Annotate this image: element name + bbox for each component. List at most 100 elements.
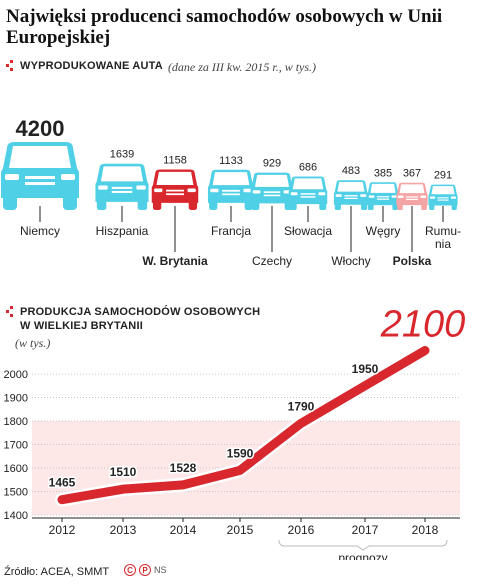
category-label-line: Polska xyxy=(393,254,432,268)
y-tick-label: 1500 xyxy=(4,487,28,499)
value-label: 385 xyxy=(374,167,392,179)
car-front-icon xyxy=(333,180,369,210)
car-front-icon xyxy=(151,169,199,210)
uk-section-heading: Produkcja samochodów osobowych w Wielkie… xyxy=(6,306,260,351)
car-grille xyxy=(437,199,449,201)
car-front-icon xyxy=(207,169,255,210)
data-label: 1510 xyxy=(110,465,137,479)
value-label: 4200 xyxy=(16,116,65,141)
car-grille xyxy=(405,198,419,200)
cars-section-note: (dane za III kw. 2015 r., w tys.) xyxy=(167,60,317,74)
car-windshield xyxy=(156,171,194,185)
category-label-line: Węgry xyxy=(366,224,401,238)
car-windshield xyxy=(370,183,396,193)
car-grille xyxy=(166,193,184,196)
dot-grid-icon xyxy=(6,60,16,72)
car-front-icon xyxy=(396,182,428,210)
y-tick-label: 2000 xyxy=(4,369,28,381)
car-headlight-right xyxy=(391,195,398,198)
value-label: 367 xyxy=(403,168,421,180)
x-tick-label: 2014 xyxy=(170,523,197,537)
data-label: 1528 xyxy=(170,461,197,475)
x-tick-label: 2016 xyxy=(288,523,315,537)
cars-section-heading: Wyprodukowane auta (dane za III kw. 2015… xyxy=(6,60,316,75)
credit: C P NS xyxy=(124,564,167,576)
car-grille xyxy=(25,182,55,185)
category-label: Włochy xyxy=(331,254,370,268)
car-headlight-left xyxy=(5,174,19,180)
x-tick-label: 2017 xyxy=(352,523,379,537)
category-label: Niemcy xyxy=(20,224,60,238)
y-tick-label: 1800 xyxy=(4,416,28,428)
x-tick-label: 2015 xyxy=(227,523,254,537)
car-headlight-right xyxy=(318,192,326,196)
car-grille xyxy=(405,196,419,198)
car-headlight-right xyxy=(420,195,427,198)
car-grille xyxy=(166,189,184,192)
data-label: 1790 xyxy=(288,399,315,413)
car-headlight-left xyxy=(429,196,436,199)
car-windshield xyxy=(100,166,144,182)
car-headlight-right xyxy=(243,188,252,193)
category-label-line: nia xyxy=(435,237,451,251)
car-grille xyxy=(344,195,358,197)
car-grille xyxy=(222,189,240,192)
car-windshield xyxy=(431,186,455,195)
category-label-line: Rumu- xyxy=(425,224,461,238)
value-label: 1133 xyxy=(219,155,243,167)
car-headlight-left xyxy=(154,188,163,193)
car-grille xyxy=(111,190,133,193)
car-front-icon xyxy=(250,172,294,210)
car-headlight-right xyxy=(360,194,367,197)
forecast-bracket xyxy=(278,539,448,551)
x-tick-label: 2018 xyxy=(412,523,439,537)
car-headlight-right xyxy=(61,174,75,180)
category-label: Słowacja xyxy=(284,224,332,238)
car-front-icon xyxy=(1,142,79,210)
category-label: Węgry xyxy=(366,224,401,238)
car-windshield xyxy=(254,174,290,187)
x-tick-label: 2013 xyxy=(110,523,137,537)
category-label: Polska xyxy=(393,254,432,268)
car-grille xyxy=(344,197,358,200)
car-windshield xyxy=(399,184,425,194)
car-grille xyxy=(222,193,240,196)
category-label-line: Czechy xyxy=(252,254,292,268)
category-label: W. Brytania xyxy=(142,254,208,268)
uk-line-chart: 1400 1500 1600 1700 1800 1900 2000 2012 2013 2014… xyxy=(4,304,466,561)
category-label: Rumu-nia xyxy=(425,224,461,251)
y-tick-label: 1400 xyxy=(4,510,28,522)
category-label-line: Niemcy xyxy=(20,224,60,238)
car-headlight-left xyxy=(252,190,261,194)
car-headlight-left xyxy=(98,185,108,190)
car-grille xyxy=(111,186,133,189)
car-headlight-left xyxy=(368,195,375,198)
data-label: 1590 xyxy=(227,446,254,460)
uk-section-title-line1: Produkcja samochodów osobowych xyxy=(20,306,261,318)
value-label: 291 xyxy=(434,170,452,182)
category-label: Czechy xyxy=(252,254,292,268)
category-label-line: Włochy xyxy=(331,254,370,268)
value-label: 1158 xyxy=(163,154,187,166)
data-label: 1950 xyxy=(352,362,379,376)
car-headlight-left xyxy=(290,192,298,196)
car-grille xyxy=(437,197,449,199)
y-tick-label: 1700 xyxy=(4,440,28,452)
data-label: 1465 xyxy=(49,476,76,490)
value-label: 483 xyxy=(342,165,360,177)
value-label: 686 xyxy=(299,161,317,173)
car-grille xyxy=(25,176,55,179)
car-front-icon xyxy=(428,184,458,210)
car-headlight-right xyxy=(136,185,146,190)
logo-p-icon: P xyxy=(139,564,151,576)
category-label-line: W. Brytania xyxy=(142,254,208,268)
uk-section-title-line2: w Wielkiej Brytanii xyxy=(20,320,143,332)
car-grille xyxy=(263,194,281,197)
car-windshield xyxy=(337,181,365,192)
value-label: 929 xyxy=(263,158,281,170)
author-initials: NS xyxy=(154,565,167,575)
page-title: Najwięksi producenci samochodów osobowyc… xyxy=(6,6,443,48)
category-label-line: Francja xyxy=(211,224,251,238)
car-front-icon xyxy=(95,163,149,210)
car-headlight-right xyxy=(450,196,457,199)
